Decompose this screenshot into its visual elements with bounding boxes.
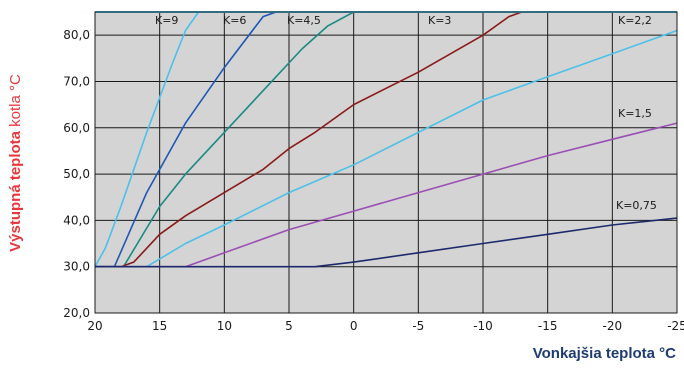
x-axis-label: Vonkajšia teplota °C	[533, 345, 676, 362]
series-label: K=0,75	[616, 199, 657, 212]
x-tick-label: 15	[152, 319, 167, 333]
series-line	[95, 122, 677, 268]
series-line	[95, 29, 677, 268]
y-tick-label: 70,0	[63, 74, 90, 88]
y-axis-label-bold: Výstupná teplota	[7, 130, 24, 252]
x-tick-label: -5	[412, 319, 424, 333]
series-label: K=1,5	[618, 107, 652, 120]
x-tick-label: 5	[285, 319, 293, 333]
series-label: K=9	[155, 14, 178, 27]
x-tick-label: -10	[473, 319, 493, 333]
x-tick-label: -25	[667, 319, 684, 333]
x-tick-label: 0	[350, 319, 358, 333]
series-line	[95, 217, 677, 268]
series-line	[95, 12, 355, 268]
y-tick-label: 30,0	[63, 260, 90, 274]
series-label: K=2,2	[618, 14, 652, 27]
series-label: K=4,5	[287, 14, 321, 27]
y-axis-label: Výstupná teplota kotla °C	[7, 74, 24, 252]
x-tick-label: -15	[538, 319, 558, 333]
series-label: K=3	[428, 14, 451, 27]
x-tick-label: 10	[217, 319, 232, 333]
x-tick-label: -20	[603, 319, 623, 333]
y-axis-label-rest: kotla °C	[7, 74, 24, 131]
series-line	[95, 12, 523, 268]
plot-frame	[94, 11, 678, 314]
series-group	[95, 12, 677, 268]
x-tick-label: 20	[87, 319, 102, 333]
plot-area	[95, 12, 677, 313]
y-tick-label: 60,0	[63, 121, 90, 135]
series-label: K=6	[223, 14, 246, 27]
y-tick-label: 80,0	[63, 28, 90, 42]
y-tick-label: 50,0	[63, 167, 90, 181]
y-tick-label: 40,0	[63, 213, 90, 227]
series-line	[95, 12, 200, 268]
y-tick-label: 20,0	[63, 306, 90, 320]
